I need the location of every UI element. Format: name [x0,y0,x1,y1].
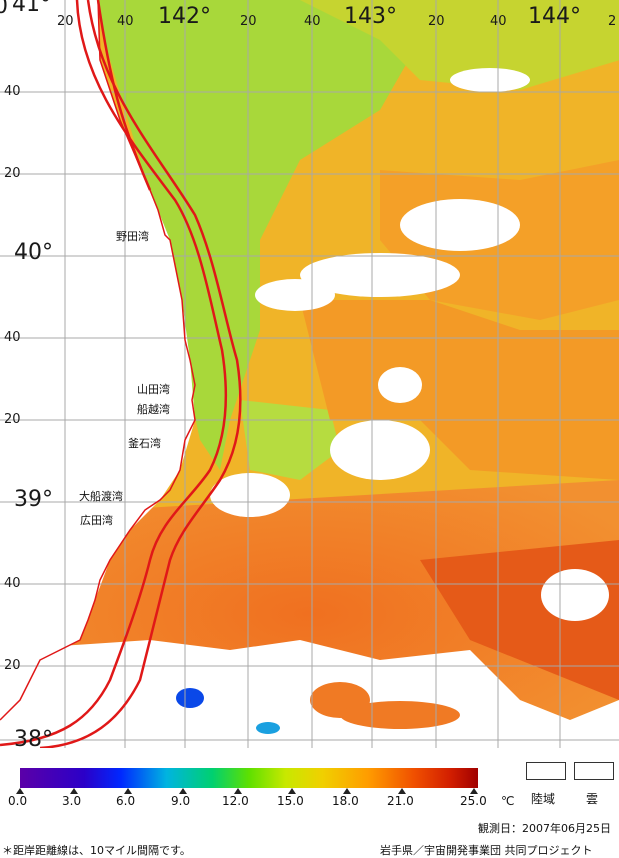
cloud-3 [255,279,335,311]
lon-144-20-label: 2 [608,14,617,29]
lon-143-20-label: 20 [428,14,445,29]
bay-label-yamada: 山田湾 [137,383,170,396]
bay-label-noda: 野田湾 [116,230,149,243]
lon-141-label: 41° [12,0,51,17]
cloud-5 [330,420,430,480]
cloud-8 [450,68,530,92]
cool-water-north [95,0,420,470]
bay-label-ofunato: 大船渡湾 [79,490,123,503]
cold-spot-1 [176,688,204,708]
sst-map-canvas [0,0,619,748]
bay-label-funakoshi: 船越湾 [137,403,170,416]
legend: 0.0 3.0 6.0 9.0 12.0 15.0 18.0 21.0 25.0… [0,748,619,858]
tick-label: 0.0 [8,794,28,808]
tick-label: 9.0 [171,794,191,808]
cool-water-ne [300,0,619,90]
lat-38-40-label: 40 [4,576,21,591]
tick-mark [470,788,478,794]
tick-label: 15.0 [277,794,304,808]
tick-mark [343,788,351,794]
unit-label: ℃ [501,794,515,808]
tick-label: 25.0 [460,794,487,808]
observation-date: 観測日：2007年06月25日 [478,822,611,835]
credit: 岩手県／宇宙開発事業団 共同プロジェクト [380,844,593,857]
lat-39-40-label: 40 [4,330,21,345]
land-iwate [0,0,195,720]
tick-mark [398,788,406,794]
tick-mark [70,788,78,794]
tick-mark [288,788,296,794]
bay-label-kamaishi: 釜石湾 [128,437,161,450]
tick-label: 3.0 [62,794,82,808]
cold-spot-2 [256,722,280,734]
temperature-color-bar [20,768,478,788]
cloud-key-label: 雲 [586,792,599,806]
tick-mark [234,788,242,794]
cloud-key-box [574,762,614,780]
lat-40-20-label: 20 [4,166,21,181]
lon-142-40-label: 40 [304,14,321,29]
lon-142-label: 142° [158,4,211,29]
cloud-4 [378,367,422,403]
lat-39-20-label: 20 [4,412,21,427]
lon-143-40-label: 40 [490,14,507,29]
tick-mark [16,788,24,794]
lat-38-20-label: 20 [4,658,21,673]
bay-label-hirota: 広田湾 [80,514,113,527]
footnote: ＊距岸距離線は、10マイル間隔です。 [2,844,191,857]
lat-39-label: 39° [14,487,53,512]
cloud-2 [300,253,460,297]
land-key-box [526,762,566,780]
lat-40-40-label: 40 [4,84,21,99]
tick-label: 18.0 [332,794,359,808]
tick-label: 21.0 [387,794,414,808]
sea-surface-temperature-map: 0 41° 20 40 142° 20 40 143° 20 40 144° 2… [0,0,619,748]
cloud-7 [541,569,609,621]
land-key-label: 陸域 [531,792,556,806]
lat-40-label: 40° [14,240,53,265]
warm-spot-south-2 [340,701,460,729]
tick-label: 6.0 [116,794,136,808]
cloud-1 [400,199,520,251]
lon-141-20-label: 20 [57,14,74,29]
lon-left-edge-label: 0 [0,0,8,19]
lon-142-20-label: 20 [240,14,257,29]
tick-mark [179,788,187,794]
cloud-6 [210,473,290,517]
lat-38-label: 38° [14,727,53,748]
coastline [0,0,196,721]
lon-144-label: 144° [528,4,581,29]
warm-patch-center [300,300,619,480]
tick-label: 12.0 [222,794,249,808]
distance-lines [0,0,242,748]
tick-mark [124,788,132,794]
cloud-south [0,640,619,748]
lon-143-label: 143° [344,4,397,29]
lat-lon-grid [0,0,619,748]
lon-141-40-label: 40 [117,14,134,29]
